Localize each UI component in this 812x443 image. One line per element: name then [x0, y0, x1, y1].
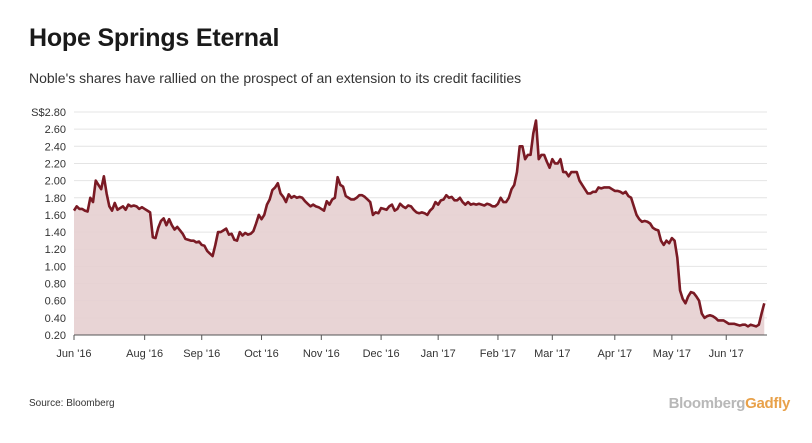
y-tick-label: 0.80	[45, 279, 66, 291]
x-tick-label: Oct '16	[244, 348, 279, 360]
y-tick-label: 0.60	[45, 296, 66, 308]
chart-subtitle: Noble's shares have rallied on the prosp…	[29, 70, 522, 86]
y-tick-label: S$2.80	[31, 107, 66, 119]
y-tick-label: 0.40	[45, 313, 66, 325]
y-tick-label: 1.80	[45, 193, 66, 205]
x-tick-label: Jun '16	[56, 348, 91, 360]
chart-title: Hope Springs Eternal	[29, 24, 280, 52]
y-tick-label: 2.00	[45, 176, 66, 188]
source-note: Source: Bloomberg	[29, 398, 115, 409]
y-tick-label: 1.00	[45, 261, 66, 273]
y-tick-label: 1.20	[45, 244, 66, 256]
y-tick-label: 2.60	[45, 124, 66, 136]
brand-logo-part2: Gadfly	[745, 395, 790, 412]
y-tick-label: 0.20	[45, 330, 66, 342]
y-tick-label: 2.40	[45, 141, 66, 153]
y-tick-label: 1.60	[45, 210, 66, 222]
x-tick-label: May '17	[653, 348, 691, 360]
series-line	[72, 119, 766, 328]
series-area	[74, 120, 765, 335]
x-tick-label: Feb '17	[480, 348, 516, 360]
x-tick-label: Apr '17	[598, 348, 633, 360]
y-tick-label: 2.20	[45, 158, 66, 170]
x-tick-label: Nov '16	[303, 348, 340, 360]
x-tick-label: Jan '17	[421, 348, 456, 360]
brand-logo-part1: Bloomberg	[668, 395, 746, 412]
x-tick-label: Sep '16	[183, 348, 220, 360]
y-tick-label: 1.40	[45, 227, 66, 239]
x-tick-label: Jun '17	[709, 348, 744, 360]
x-tick-label: Aug '16	[126, 348, 163, 360]
x-tick-label: Mar '17	[534, 348, 570, 360]
x-tick-label: Dec '16	[363, 348, 400, 360]
brand-logo: BloombergGadfly	[668, 395, 791, 412]
